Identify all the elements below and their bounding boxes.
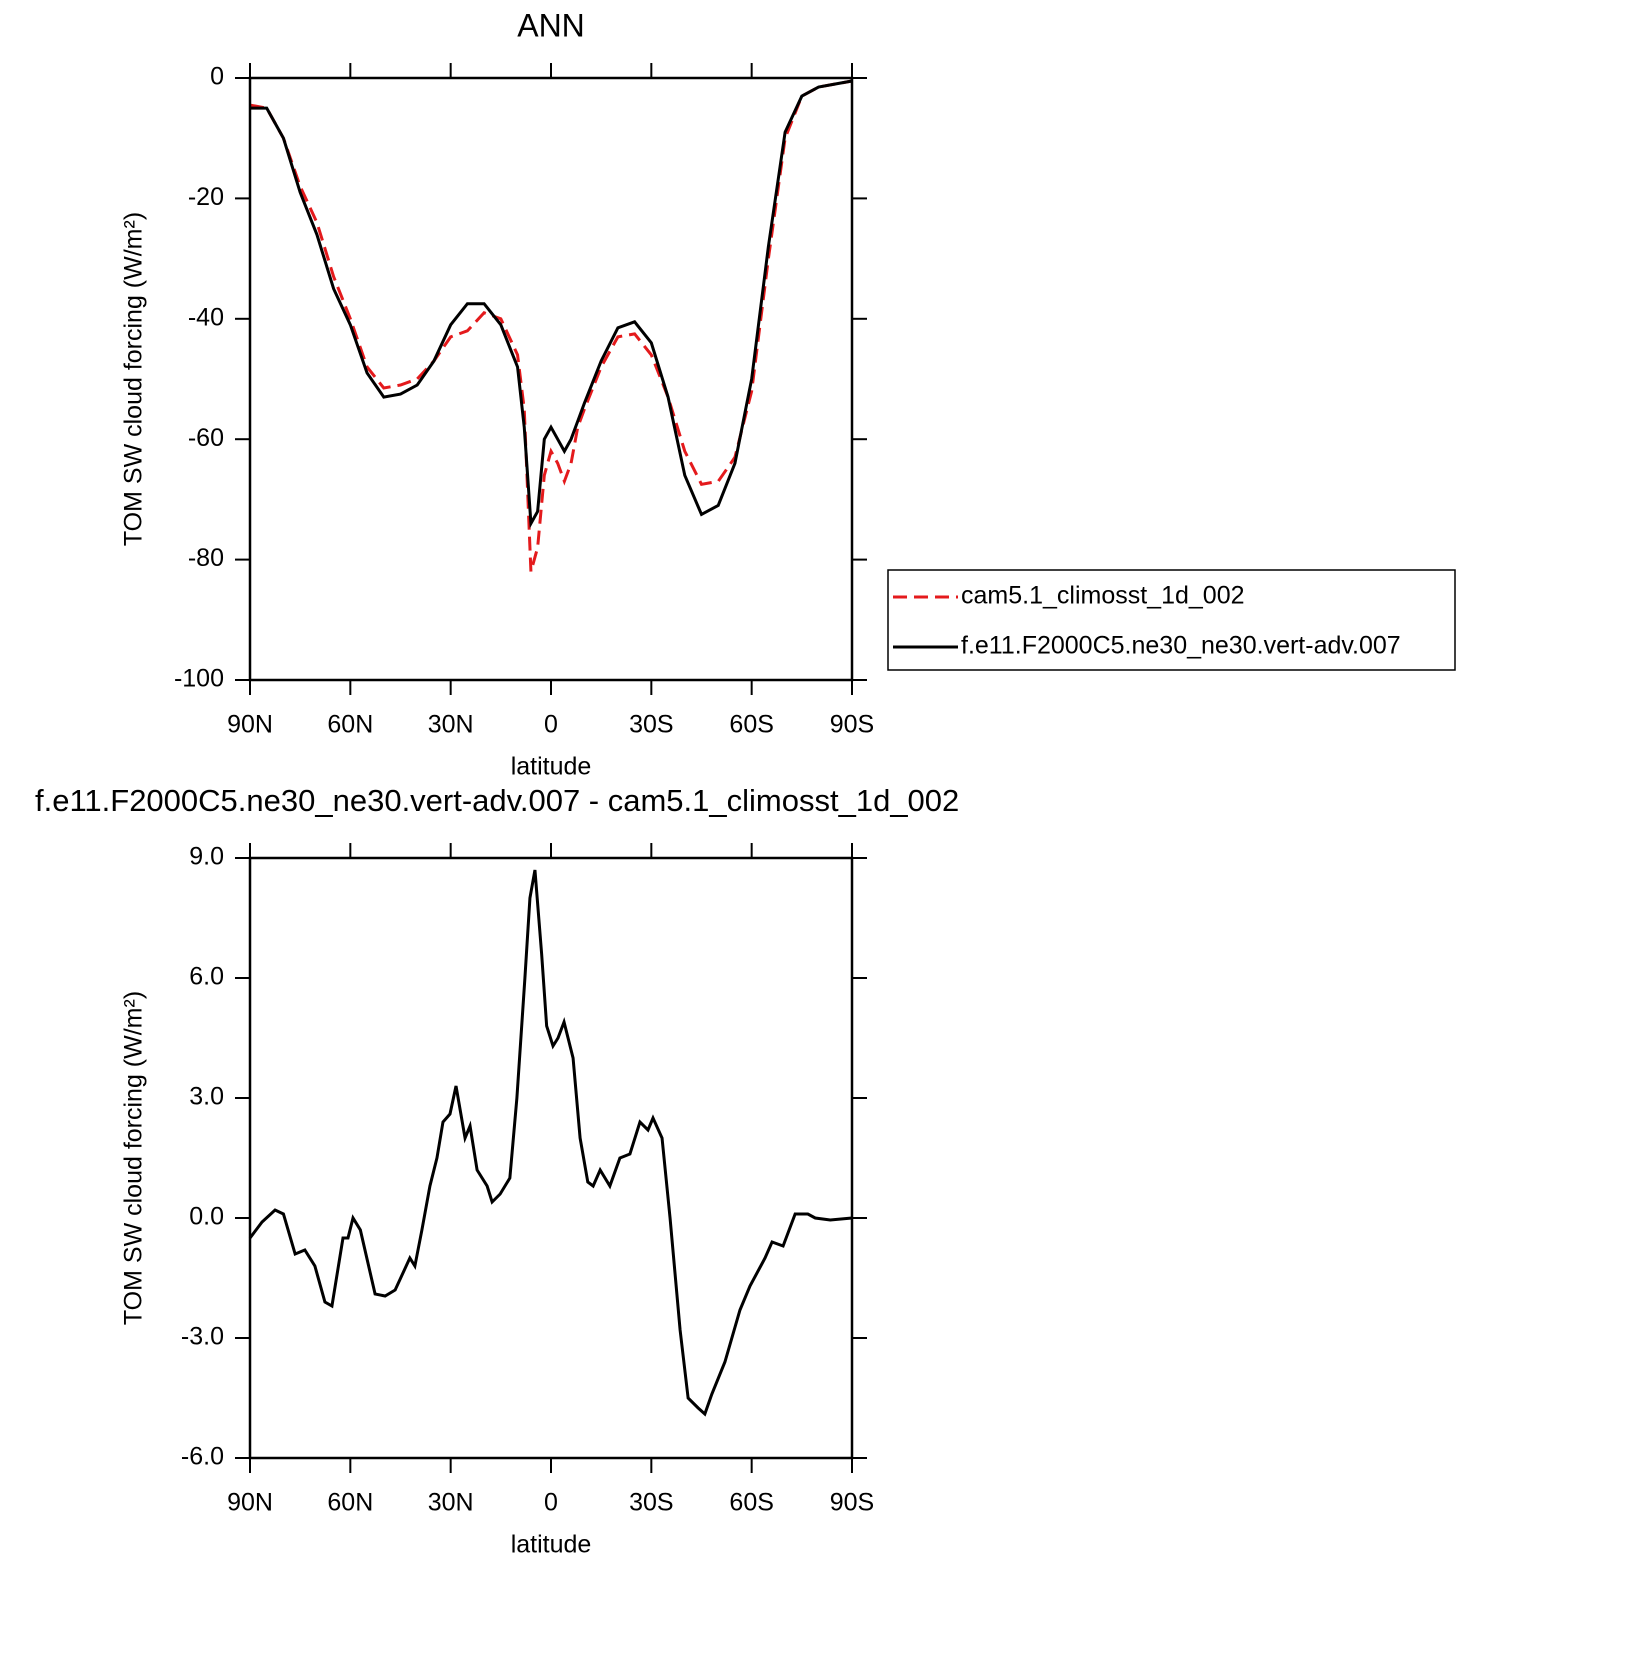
y-axis-label: TOM SW cloud forcing (W/m²) [120,212,148,546]
x-tick-label: 30S [629,711,673,739]
data-line [249,79,853,573]
data-line [250,79,853,529]
chart-title: ANN [517,7,585,43]
x-tick-label: 30S [629,1489,673,1517]
x-tick-label: 0 [544,711,558,739]
chart-title: f.e11.F2000C5.ne30_ne30.vert-adv.007 - c… [35,783,959,818]
x-axis-label: latitude [511,753,592,781]
x-tick-label: 60S [729,1489,773,1517]
y-tick-label: 0 [210,63,224,91]
x-tick-label: 60N [327,1489,373,1517]
x-tick-label: 60S [729,711,773,739]
x-tick-label: 0 [544,1489,558,1517]
x-axis-label: latitude [511,1531,592,1559]
y-tick-label: 9.0 [189,843,224,871]
x-tick-label: 30N [428,1489,474,1517]
x-tick-label: 90S [830,711,874,739]
y-tick-label: -80 [188,544,224,572]
x-tick-label: 90N [227,1489,273,1517]
y-tick-label: -20 [188,183,224,211]
legend-label: f.e11.F2000C5.ne30_ne30.vert-adv.007 [961,632,1401,660]
legend-box [887,569,1456,671]
y-tick-label: 0.0 [189,1203,224,1231]
y-tick-label: -3.0 [181,1323,224,1351]
x-tick-label: 90S [830,1489,874,1517]
y-tick-label: -6.0 [181,1443,224,1471]
y-axis-label: TOM SW cloud forcing (W/m²) [120,991,148,1325]
y-tick-label: 6.0 [189,963,224,991]
plot-frame [248,856,854,1460]
y-tick-label: -100 [174,665,224,693]
y-tick-label: -40 [188,303,224,331]
data-line [248,869,853,1417]
x-tick-label: 60N [327,711,373,739]
x-tick-label: 30N [428,711,474,739]
legend-label: cam5.1_climosst_1d_002 [961,582,1245,610]
x-tick-label: 90N [227,711,273,739]
y-tick-label: -60 [188,424,224,452]
y-tick-label: 3.0 [189,1083,224,1111]
plot-frame [248,76,854,682]
